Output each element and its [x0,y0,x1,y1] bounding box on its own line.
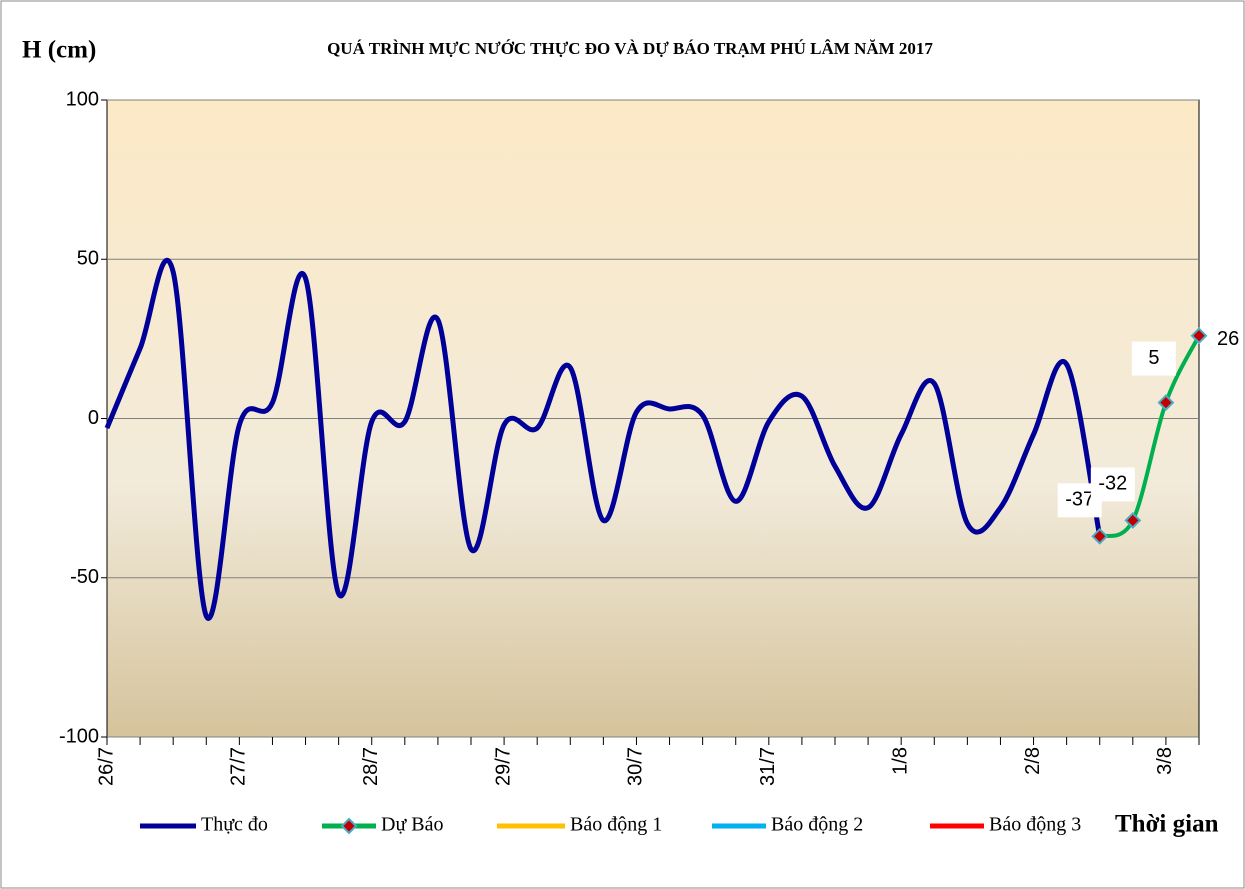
x-tick-label: 26/7 [95,747,117,786]
y-tick-label: 100 [66,88,99,110]
legend-label: Thực đo [201,814,268,836]
y-axis-label: H (cm) [22,37,96,64]
data-label: -37 [1065,489,1094,511]
y-tick-label: 50 [77,248,99,270]
marker [1190,327,1208,345]
data-label: -32 [1098,473,1127,495]
label-box [1131,341,1176,376]
legend-label: Dự Báo [381,814,444,836]
x-tick-label: 3/8 [1154,747,1176,775]
data-label: 26 [1217,328,1239,350]
y-tick-label: 0 [88,407,99,429]
chart-title: QUÁ TRÌNH MỰC NƯỚC THỰC ĐO VÀ DỰ BÁO TRẠ… [327,39,933,58]
x-tick-label: 27/7 [228,747,250,786]
x-tick-label: 29/7 [492,747,514,786]
marker [1157,394,1175,411]
series-line [1098,334,1201,539]
y-tick-label: -50 [70,566,99,588]
marker [1124,512,1142,529]
legend-label: Báo động 2 [771,814,863,836]
y-tick-label: -100 [59,725,99,747]
legend-label: Báo động 3 [989,814,1081,836]
series-line [104,258,1103,621]
label-box [1090,467,1135,502]
marker [1091,527,1109,545]
legend-label: Báo động 1 [570,814,662,836]
x-tick-label: 31/7 [757,747,779,786]
x-axis-label: Thời gian [1115,811,1219,838]
x-tick-label: 2/8 [1022,747,1044,775]
x-tick-label: 30/7 [625,747,647,786]
x-tick-label: 1/8 [889,747,911,775]
x-tick-label: 28/7 [360,747,382,786]
data-label: 5 [1148,347,1159,369]
legend-marker [340,817,358,835]
